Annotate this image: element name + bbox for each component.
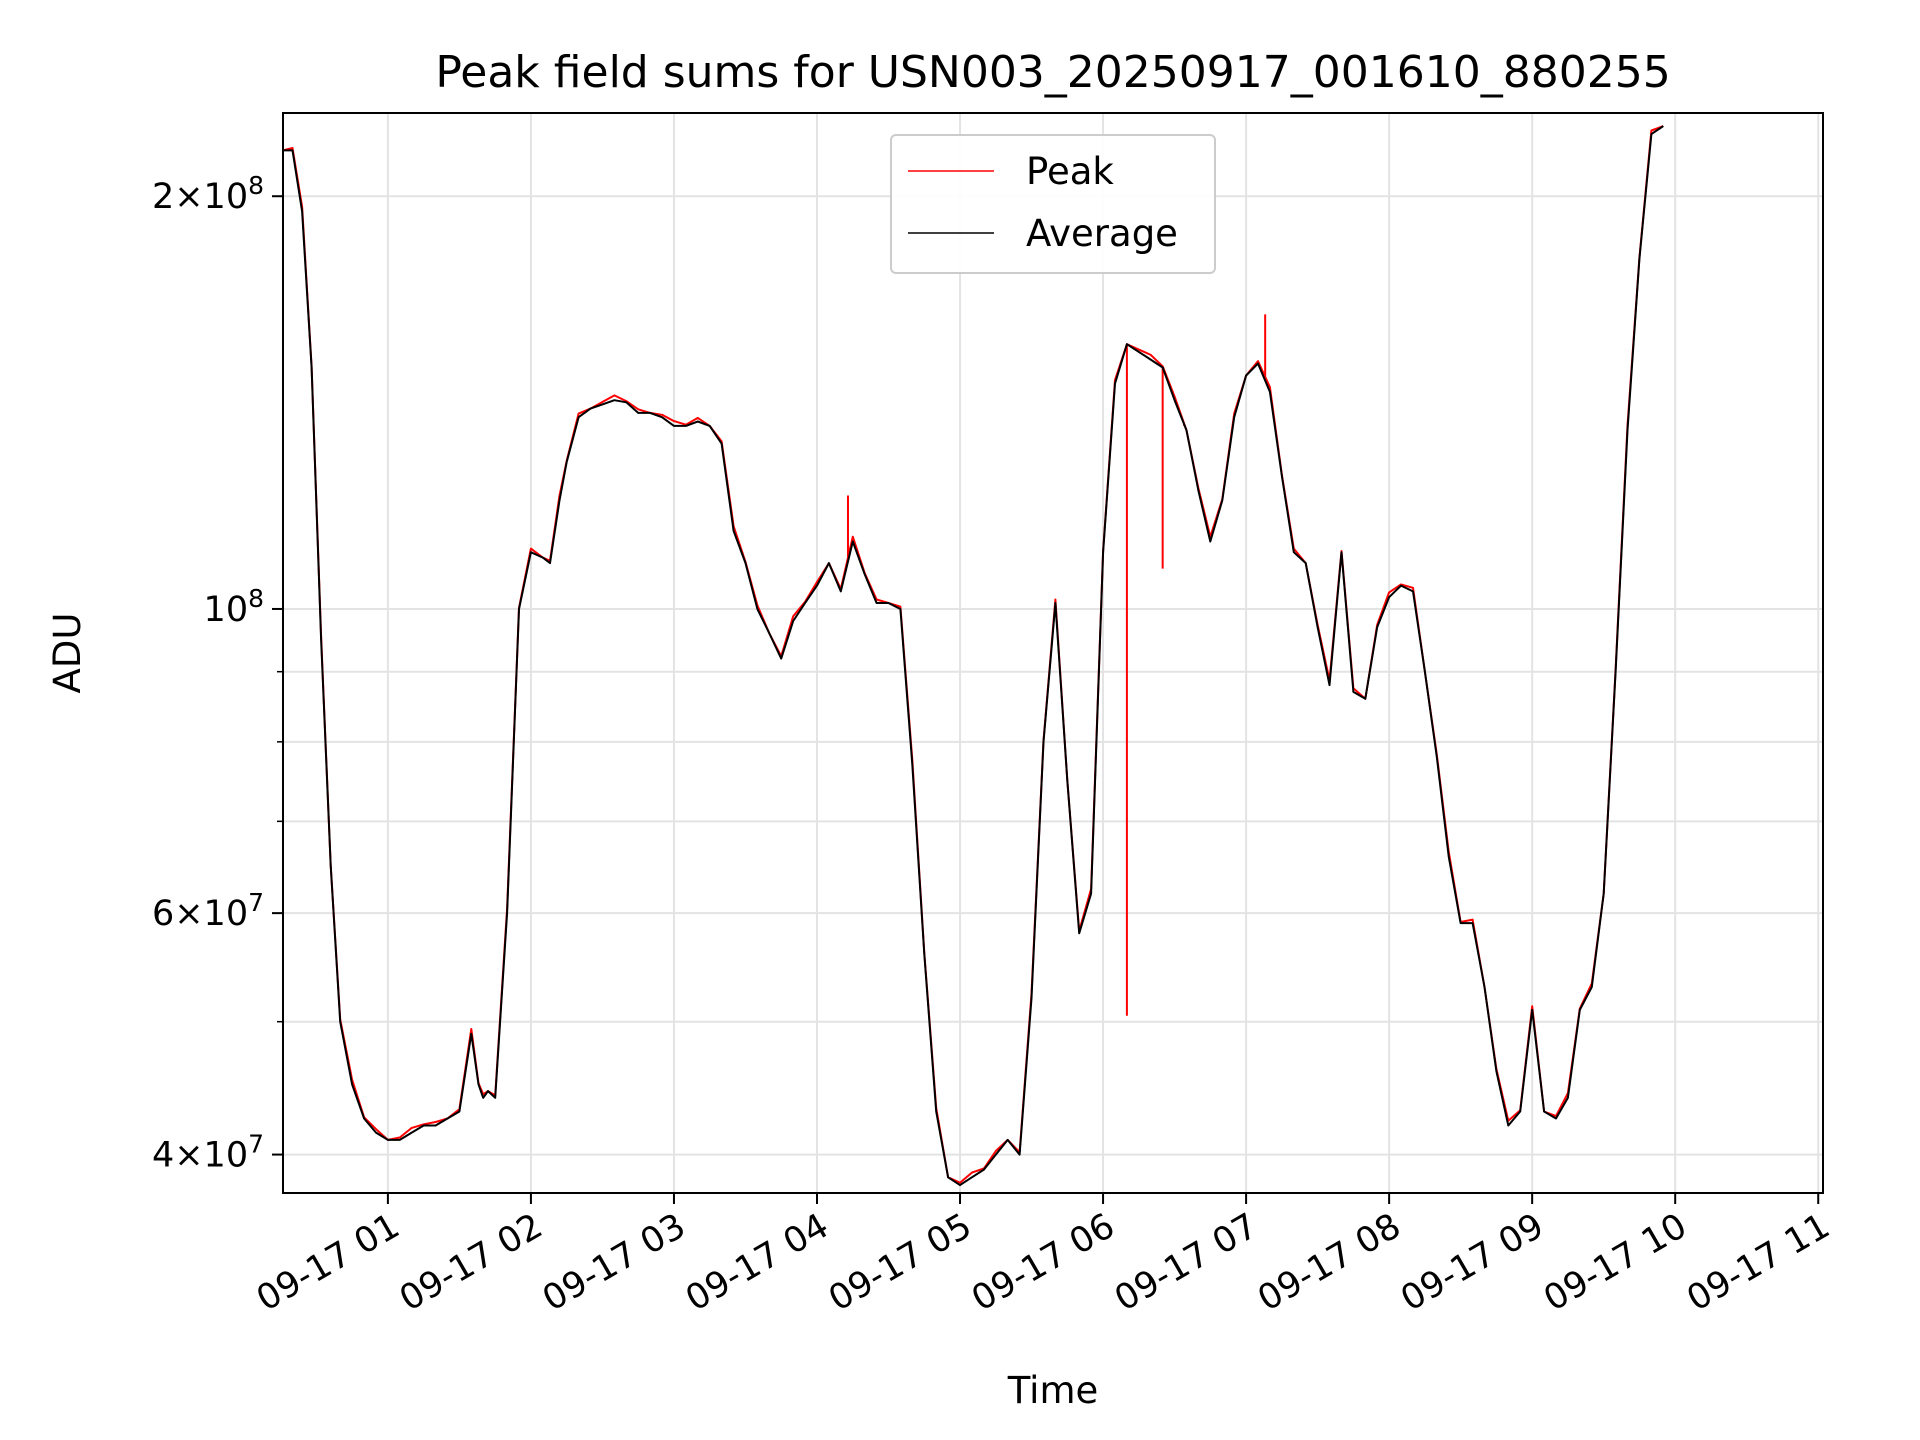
y-tick-label: 2×108 xyxy=(152,171,264,217)
plot-area xyxy=(282,125,1664,1187)
legend-box xyxy=(890,134,1216,274)
y-axis: 4×107 6×107 108 2×108 xyxy=(152,171,283,1176)
grid xyxy=(283,113,1823,1193)
legend-label-peak: Peak xyxy=(1026,150,1114,193)
y-tick-label: 6×107 xyxy=(152,888,264,934)
y-tick-label: 4×107 xyxy=(152,1130,264,1176)
x-axis-title: Time xyxy=(1007,1369,1099,1412)
series-line-average xyxy=(283,125,1664,1187)
legend: Peak Average xyxy=(890,134,1216,274)
plot-frame xyxy=(282,112,1824,1194)
y-tick-label: 108 xyxy=(204,584,264,630)
chart-title: Peak field sums for USN003_20250917_0016… xyxy=(435,47,1670,98)
y-axis-title: ADU xyxy=(46,613,89,694)
legend-label-average: Average xyxy=(1026,212,1178,255)
